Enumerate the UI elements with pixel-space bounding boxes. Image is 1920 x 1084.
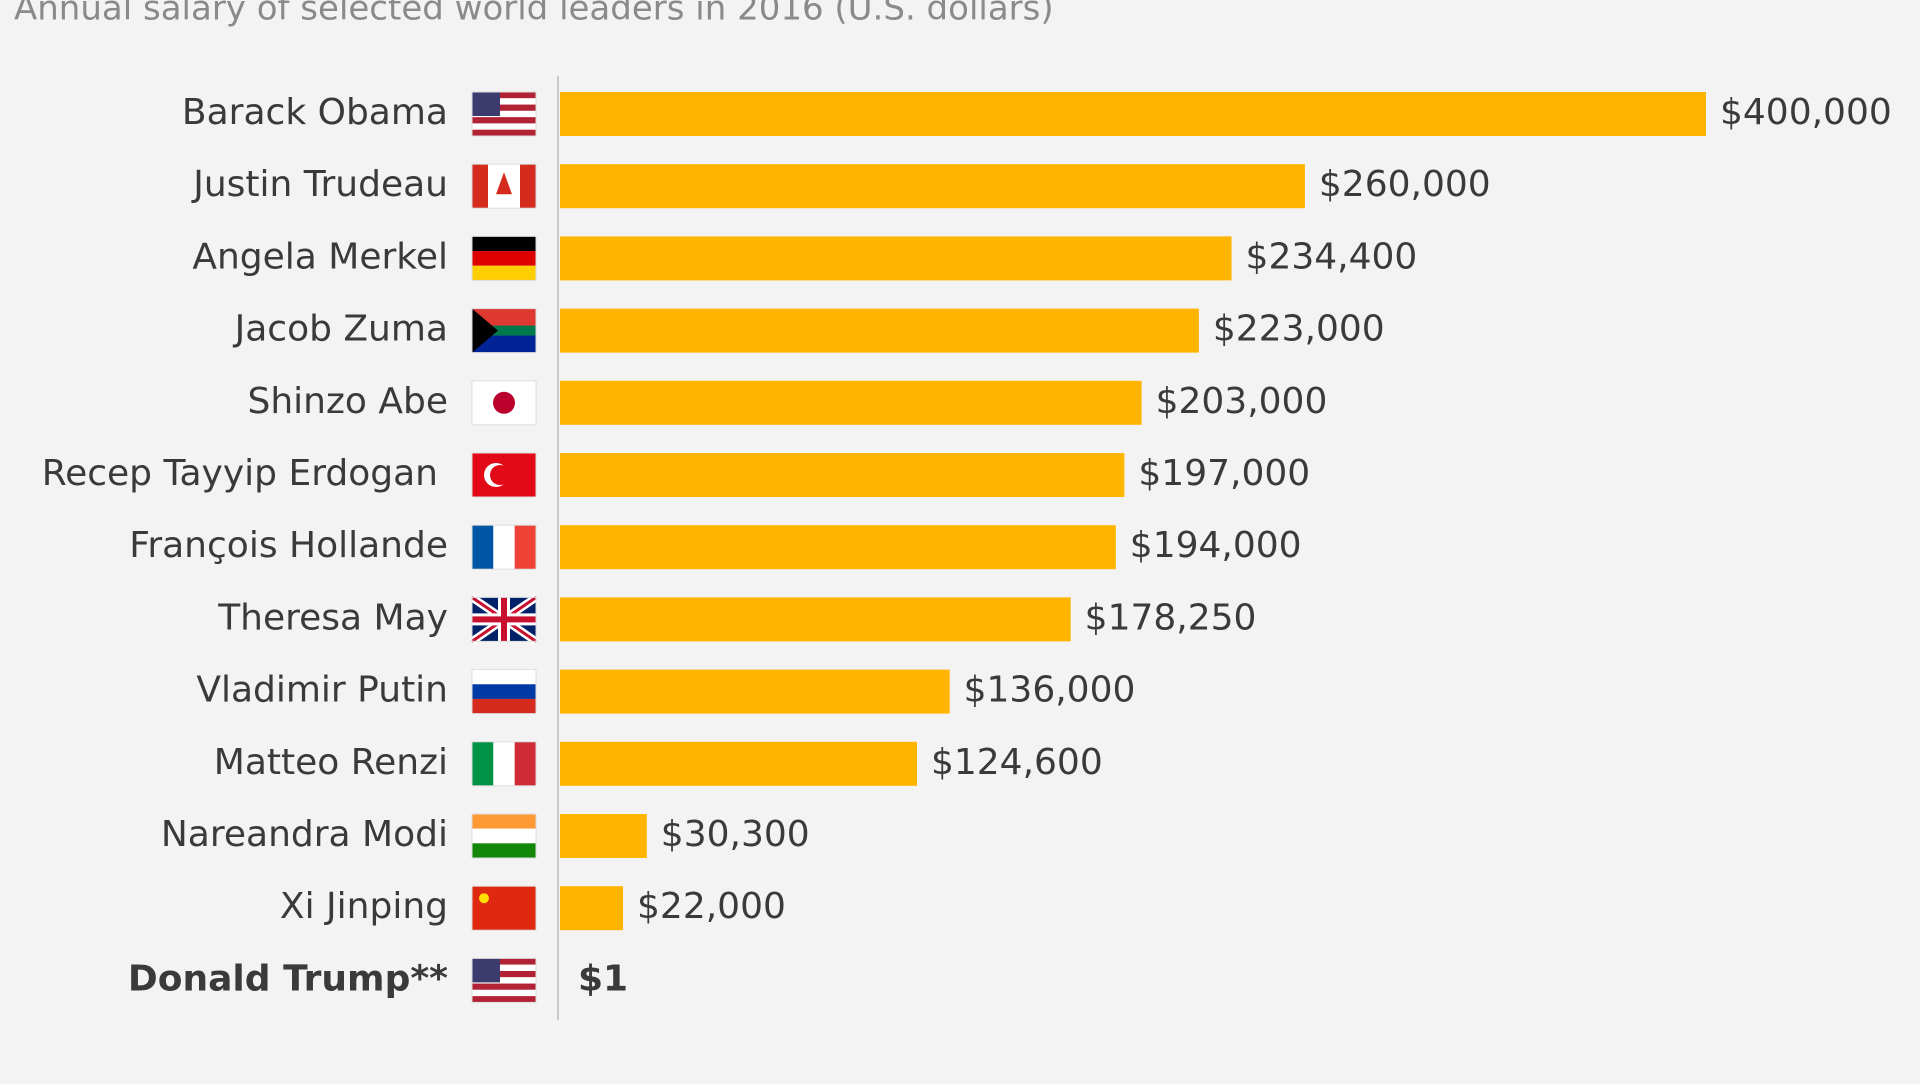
flag-part xyxy=(472,990,536,996)
flag xyxy=(472,958,536,1002)
flag-part xyxy=(520,164,536,208)
chart-title: Annual salary of selected world leaders … xyxy=(14,0,1054,29)
flag-part xyxy=(472,829,536,844)
flag-part xyxy=(501,597,507,641)
flag xyxy=(472,886,536,930)
flag xyxy=(472,381,536,425)
flag xyxy=(472,814,536,858)
y-tick-label: Barack Obama xyxy=(182,92,448,133)
flag-part xyxy=(472,123,536,129)
bar xyxy=(560,309,1199,353)
value-label: $30,300 xyxy=(661,814,810,855)
y-tick-label: Justin Trudeau xyxy=(191,164,448,205)
flag-part xyxy=(472,266,536,281)
flag xyxy=(472,670,536,714)
flag-part xyxy=(472,958,500,982)
y-tick-label: Shinzo Abe xyxy=(248,381,448,422)
bar xyxy=(560,164,1305,208)
y-tick-label: Angela Merkel xyxy=(192,236,448,277)
bar xyxy=(560,92,1706,136)
y-tick-label: François Hollande xyxy=(129,525,448,566)
value-label: $178,250 xyxy=(1085,597,1257,638)
value-label: $203,000 xyxy=(1156,381,1328,422)
y-tick-label: Matteo Renzi xyxy=(214,742,448,783)
flag-part xyxy=(515,742,536,786)
y-tick-label: Recep Tayyip Erdogan xyxy=(42,453,438,494)
value-label: $124,600 xyxy=(931,742,1103,783)
value-label: $194,000 xyxy=(1130,525,1302,566)
flag-part xyxy=(493,742,514,786)
y-tick-label: Xi Jinping xyxy=(280,886,448,927)
y-tick-label: Theresa May xyxy=(217,597,448,638)
bar xyxy=(560,670,950,714)
flag-part xyxy=(472,236,536,251)
flag xyxy=(472,309,536,353)
value-label: $260,000 xyxy=(1319,164,1491,205)
flag xyxy=(472,236,536,280)
flag-part xyxy=(479,893,489,903)
flag xyxy=(472,742,536,786)
flag-part xyxy=(472,814,536,829)
value-label: $22,000 xyxy=(637,886,786,927)
y-tick-label: Vladimir Putin xyxy=(196,670,448,711)
flag-part xyxy=(472,670,536,685)
y-tick-label: Donald Trump** xyxy=(128,958,448,999)
flag-part xyxy=(472,525,493,569)
flag xyxy=(472,453,536,497)
flag xyxy=(472,92,536,136)
flag-part xyxy=(493,525,514,569)
bar xyxy=(560,381,1142,425)
flag-part xyxy=(472,251,536,266)
flag xyxy=(472,525,536,569)
value-label: $197,000 xyxy=(1138,453,1310,494)
flag-part xyxy=(472,92,500,116)
flag-part xyxy=(515,525,536,569)
flag-part xyxy=(472,996,536,1002)
flag-part xyxy=(472,117,536,123)
flag-part xyxy=(472,843,536,858)
y-tick-label: Jacob Zuma xyxy=(233,309,448,350)
bar xyxy=(560,525,1116,569)
bar xyxy=(560,597,1071,641)
value-label: $136,000 xyxy=(964,670,1136,711)
flag xyxy=(472,597,536,641)
flag xyxy=(472,164,536,208)
bar xyxy=(560,453,1124,497)
flag-part xyxy=(472,984,536,990)
flag-part xyxy=(493,392,515,414)
flag-part xyxy=(472,684,536,699)
value-label: $223,000 xyxy=(1213,309,1385,350)
flag-part xyxy=(472,164,488,208)
bar xyxy=(560,886,623,930)
flag-part xyxy=(472,699,536,714)
flag-part xyxy=(472,130,536,136)
flag-part xyxy=(472,886,536,930)
bar xyxy=(560,742,917,786)
flag-part xyxy=(490,465,510,485)
bar xyxy=(560,236,1232,280)
value-label: $234,400 xyxy=(1246,236,1418,277)
flag-part xyxy=(472,742,493,786)
value-label: $400,000 xyxy=(1720,92,1892,133)
value-label: $1 xyxy=(578,958,628,999)
y-tick-label: Nareandra Modi xyxy=(161,814,448,855)
bar xyxy=(560,814,647,858)
